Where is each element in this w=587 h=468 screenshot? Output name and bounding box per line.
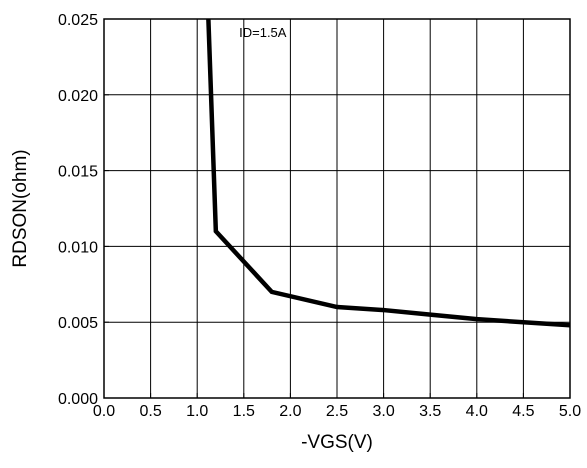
x-tick-label: 3.5 bbox=[419, 403, 441, 420]
y-tick-label: 0.000 bbox=[58, 391, 98, 408]
x-tick-label: 0.5 bbox=[139, 403, 161, 420]
x-tick-label: 5.0 bbox=[559, 403, 581, 420]
tick-marks bbox=[103, 18, 571, 399]
y-tick-label: 0.005 bbox=[58, 315, 98, 332]
x-tick-label: 4.0 bbox=[466, 403, 488, 420]
annotation-label: ID=1.5A bbox=[239, 25, 287, 40]
y-tick-label: 0.015 bbox=[58, 164, 98, 181]
series-line bbox=[206, 18, 571, 328]
y-axis-title: RDSON(ohm) bbox=[10, 149, 31, 267]
x-axis-title: -VGS(V) bbox=[301, 432, 373, 453]
x-tick-label: 2.0 bbox=[279, 403, 301, 420]
grid bbox=[104, 19, 570, 398]
y-tick-label: 0.020 bbox=[58, 88, 98, 105]
x-tick-label: 2.5 bbox=[326, 403, 348, 420]
x-tick-label: 3.0 bbox=[372, 403, 394, 420]
x-tick-label: 1.5 bbox=[233, 403, 255, 420]
x-tick-labels: 0.0 0.5 1.0 1.5 2.0 2.5 3.0 3.5 4.0 4.5 5.0 bbox=[93, 403, 581, 420]
x-tick-label: 1.0 bbox=[186, 403, 208, 420]
x-tick-label: 0.0 bbox=[93, 403, 115, 420]
y-tick-labels: 0.000 0.005 0.010 0.015 0.020 0.025 bbox=[58, 12, 98, 408]
y-tick-label: 0.025 bbox=[58, 12, 98, 29]
x-tick-label: 4.5 bbox=[512, 403, 534, 420]
y-tick-label: 0.010 bbox=[58, 239, 98, 256]
